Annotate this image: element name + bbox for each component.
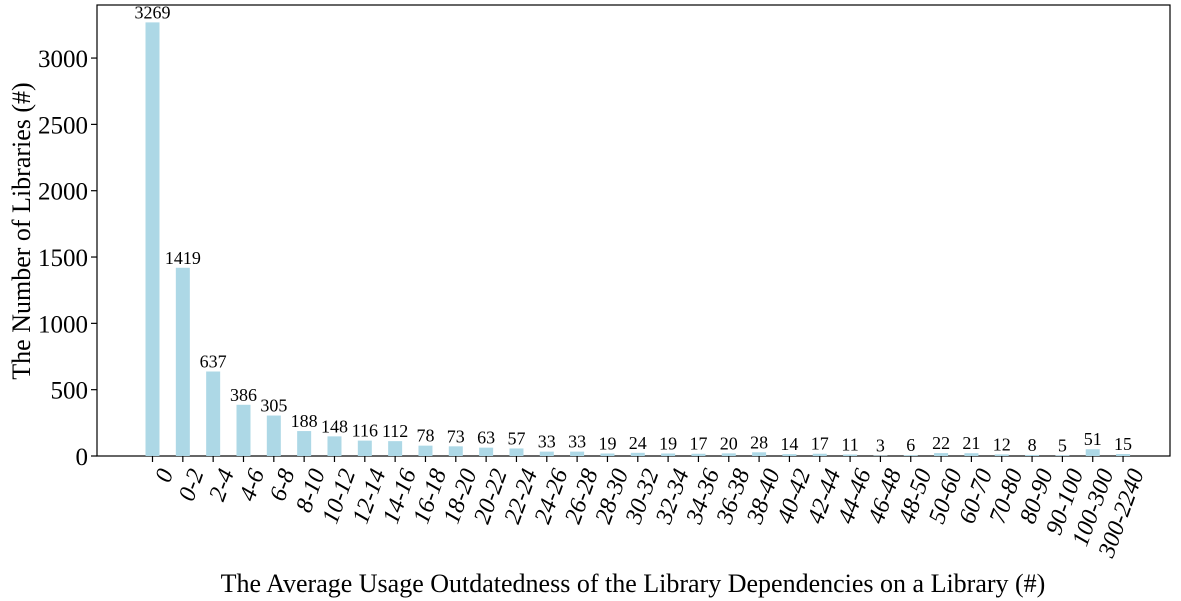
bar <box>964 453 979 456</box>
bar-value-label: 17 <box>811 434 829 454</box>
bar-value-label: 1419 <box>165 248 201 268</box>
bar-value-label: 19 <box>598 433 616 453</box>
y-tick-label: 500 <box>51 378 89 405</box>
bar-value-label: 11 <box>841 435 858 455</box>
bar <box>509 448 524 456</box>
bar <box>812 453 827 456</box>
bar-value-label: 17 <box>689 434 707 454</box>
y-tick-label: 1500 <box>38 245 88 272</box>
bar <box>752 452 767 456</box>
x-tick-label: 0-2 <box>174 466 209 505</box>
bar <box>327 436 342 456</box>
x-tick-label: 4-6 <box>235 466 270 505</box>
bar-value-label: 116 <box>352 421 378 441</box>
bar-value-label: 24 <box>629 433 647 453</box>
bar <box>843 454 858 456</box>
bar-value-label: 112 <box>382 421 408 441</box>
bar <box>661 453 676 456</box>
bar-value-label: 6 <box>906 435 915 455</box>
bar-value-label: 14 <box>780 434 798 454</box>
bar-value-label: 8 <box>1028 435 1037 455</box>
bar <box>175 267 190 456</box>
bar-value-label: 33 <box>538 432 556 452</box>
x-axis: 00-22-44-66-88-1010-1212-1414-1616-1818-… <box>151 456 1150 562</box>
bar-value-label: 57 <box>507 428 525 448</box>
bar <box>357 440 372 456</box>
y-tick-label: 3000 <box>38 46 88 73</box>
bar <box>479 447 494 456</box>
bar <box>388 441 403 456</box>
bar-value-label: 51 <box>1084 429 1102 449</box>
bar <box>236 404 251 456</box>
bar <box>903 455 918 456</box>
x-tick-label: 2-4 <box>204 466 239 505</box>
bars <box>145 22 1131 456</box>
bar <box>266 415 281 456</box>
bar-value-label: 188 <box>291 411 318 431</box>
bar <box>206 371 221 456</box>
plot-frame <box>96 4 1171 457</box>
x-axis-title: The Average Usage Outdatedness of the Li… <box>221 569 1046 598</box>
bar-value-label: 63 <box>477 428 495 448</box>
bar-value-label: 28 <box>750 432 768 452</box>
y-tick-label: 0 <box>76 444 89 471</box>
bar <box>630 452 645 456</box>
bar <box>691 453 706 456</box>
bar <box>418 445 433 456</box>
bar-value-label: 386 <box>230 385 257 405</box>
bar-value-label: 22 <box>932 433 950 453</box>
bar <box>600 453 615 456</box>
bar <box>934 453 949 456</box>
bar <box>1055 455 1070 456</box>
bar-value-label: 15 <box>1114 434 1132 454</box>
bar-value-label: 637 <box>200 352 227 372</box>
bar-value-label: 78 <box>416 426 434 446</box>
bar <box>539 451 554 456</box>
bar <box>1025 454 1040 456</box>
bar-value-label: 3269 <box>135 2 171 22</box>
y-axis-title: The Number of Libraries (#) <box>7 82 36 379</box>
bar-value-label: 148 <box>321 416 348 436</box>
bar <box>448 446 463 456</box>
bar-value-label: 3 <box>876 436 885 456</box>
bar-value-label: 19 <box>659 433 677 453</box>
bar-value-label: 5 <box>1058 435 1067 455</box>
bar <box>297 431 312 456</box>
bar-value-label: 73 <box>447 426 465 446</box>
y-tick-label: 1000 <box>38 311 88 338</box>
bar <box>721 453 736 456</box>
bar-value-label: 21 <box>962 433 980 453</box>
bar-value-label: 12 <box>993 434 1011 454</box>
bar <box>1085 449 1100 456</box>
y-tick-label: 2500 <box>38 112 88 139</box>
y-tick-label: 2000 <box>38 179 88 206</box>
y-axis: 0 500 1000 1500 2000 2500 3000 <box>38 46 97 471</box>
x-tick-label: 0 <box>151 466 180 486</box>
bar <box>570 451 585 456</box>
bar-value-label: 20 <box>720 433 738 453</box>
bar-value-label: 33 <box>568 432 586 452</box>
bar <box>145 22 160 456</box>
bar <box>1116 454 1131 456</box>
bar-value-label: 305 <box>260 396 287 416</box>
bar <box>994 454 1009 456</box>
bar <box>782 454 797 456</box>
